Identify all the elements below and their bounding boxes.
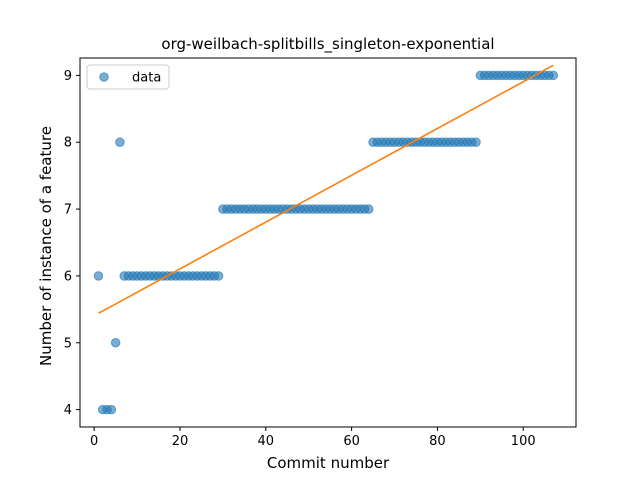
data-point [213, 271, 224, 281]
y-tick-label: 6 [64, 269, 72, 284]
y-tick-label: 9 [64, 69, 72, 84]
data-point [548, 70, 559, 81]
data-point [471, 137, 481, 148]
x-tick-label: 40 [258, 434, 275, 449]
y-tick-label: 4 [64, 403, 72, 418]
legend-marker [99, 72, 109, 82]
x-tick-label: 80 [429, 434, 446, 449]
x-tick-label: 20 [172, 434, 189, 449]
x-tick-label: 100 [511, 434, 536, 449]
x-tick-label: 0 [90, 434, 98, 449]
legend-box [86, 64, 170, 90]
data-point [363, 204, 374, 214]
y-tick-label: 8 [64, 136, 72, 151]
data-point [115, 137, 125, 148]
fit-line [98, 64, 554, 315]
y-tick-label: 5 [64, 336, 72, 351]
legend: data [86, 64, 170, 90]
data-point [106, 404, 117, 415]
axes-frame [79, 57, 577, 428]
y-tick-label: 7 [64, 203, 72, 218]
legend-label: data [132, 71, 161, 86]
x-tick-label: 60 [343, 434, 360, 449]
data-point [110, 337, 121, 348]
data-point [93, 271, 104, 281]
x-axis-label: Commit number [267, 454, 390, 472]
y-axis-label: Number of instance of a feature [37, 126, 55, 366]
plot-area: 0 20 40 60 80 100 4 5 6 7 8 9 data [64, 57, 577, 449]
chart-title: org-weilbach-splitbills_singleton-expone… [161, 35, 494, 54]
